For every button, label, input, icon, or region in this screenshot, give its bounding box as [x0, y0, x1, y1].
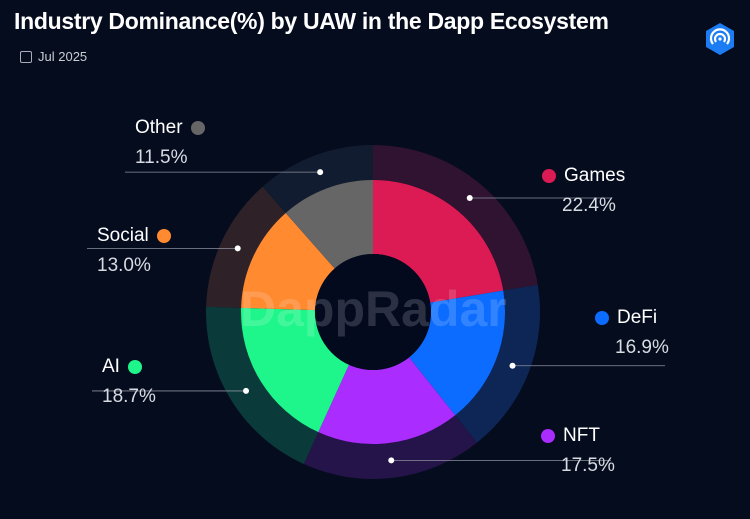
legend-dot: [156, 229, 171, 243]
legend-dot: [190, 121, 205, 135]
legend-label-other: Other 11.5%: [135, 117, 205, 169]
value-label: 18.7%: [102, 386, 156, 407]
ring-segment-defi: [455, 284, 540, 443]
slice-defi[interactable]: [409, 290, 505, 416]
ring-segment-ai: [206, 306, 319, 464]
calendar-icon: [20, 50, 32, 63]
ring-segment-nft: [303, 415, 478, 479]
value-label: 11.5%: [135, 147, 188, 168]
slice-nft[interactable]: [318, 357, 456, 444]
legend-label-ai: AI 18.7%: [102, 356, 156, 408]
legend-dot: [127, 360, 142, 374]
legend-label-games: Games 22.4%: [542, 165, 625, 217]
ring-segment-games: [373, 145, 538, 291]
value-label: 13.0%: [97, 255, 151, 276]
legend-label-nft: NFT 17.5%: [541, 425, 615, 477]
leader-dot: [317, 169, 324, 176]
category-name: DeFi: [617, 307, 658, 328]
value-label: 16.9%: [615, 337, 669, 358]
category-name: Other: [135, 117, 183, 138]
category-name: NFT: [563, 425, 600, 446]
ring-segment-social: [206, 186, 286, 308]
legend-dot: [541, 429, 555, 443]
legend-label-defi: DeFi 16.9%: [595, 307, 669, 359]
dappradar-logo-icon: [706, 23, 734, 55]
date-label: Jul 2025: [20, 49, 87, 64]
slice-games[interactable]: [373, 180, 504, 303]
slice-ai[interactable]: [241, 307, 349, 433]
date-text: Jul 2025: [38, 49, 88, 64]
value-label: 22.4%: [562, 195, 616, 216]
legend-dot: [542, 169, 556, 183]
leader-dot: [388, 457, 395, 464]
slice-social[interactable]: [241, 212, 335, 311]
slice-other[interactable]: [285, 180, 373, 269]
donut-hole: [315, 254, 431, 370]
category-name: Social: [97, 225, 149, 246]
leader-dot: [509, 362, 516, 369]
ring-segment-other: [262, 145, 373, 213]
category-name: Games: [564, 165, 626, 186]
category-name: AI: [102, 356, 120, 377]
leader-dot: [466, 195, 473, 202]
legend-label-social: Social 13.0%: [97, 225, 171, 277]
value-label: 17.5%: [561, 455, 615, 476]
chart-title: Industry Dominance(%) by UAW in the Dapp…: [14, 8, 609, 34]
leader-dot: [234, 245, 241, 252]
legend-dot: [595, 311, 609, 325]
leader-dot: [243, 387, 250, 394]
